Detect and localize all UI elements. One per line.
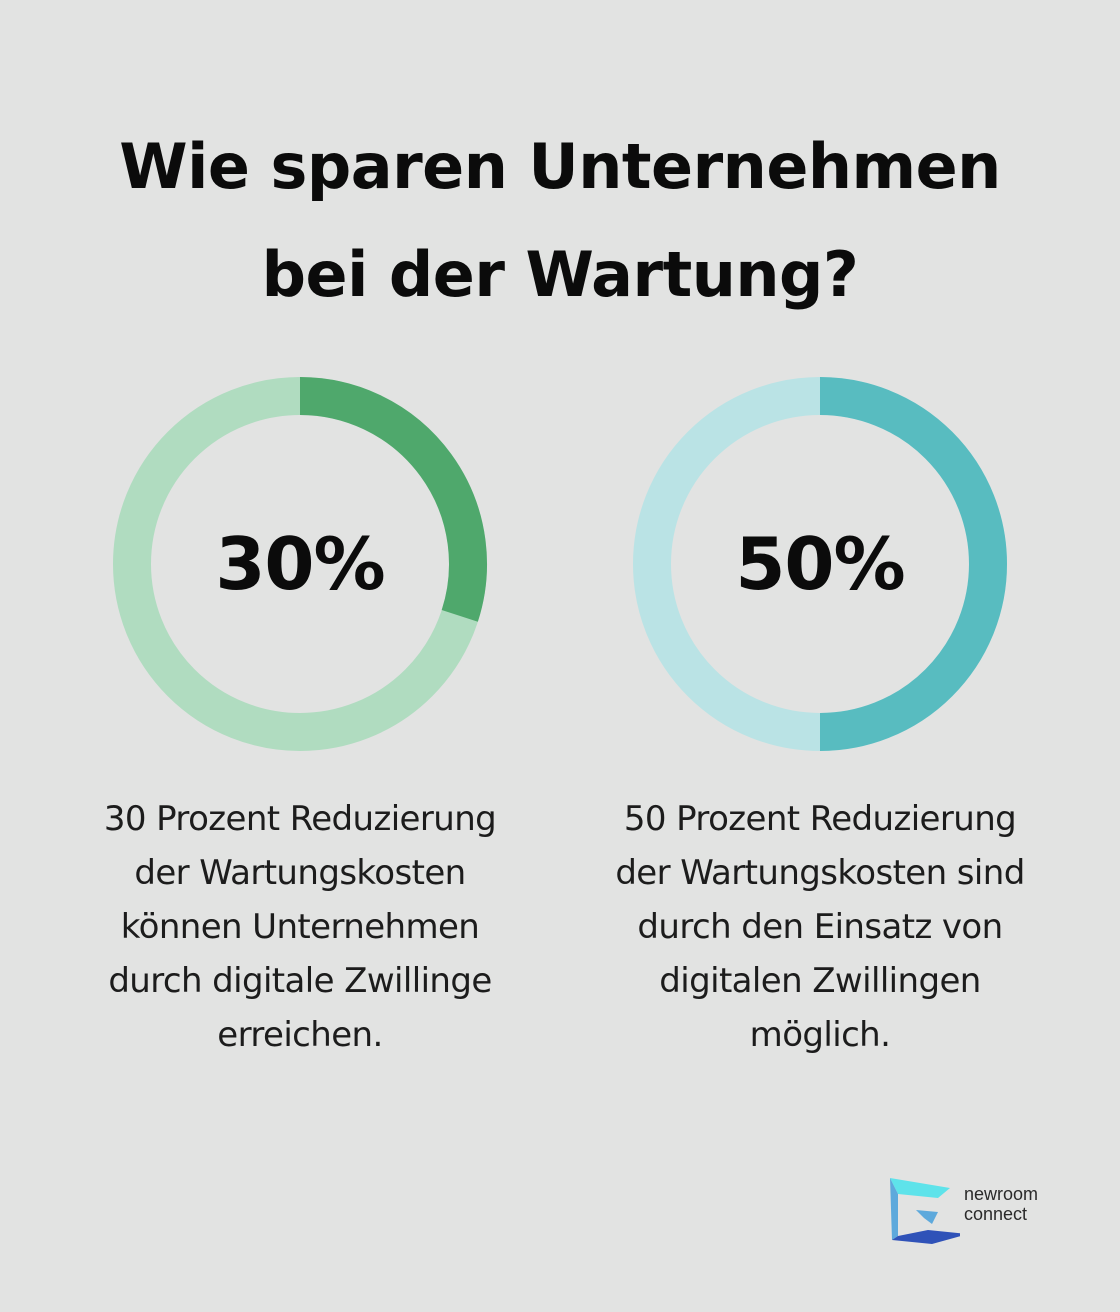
caption-line: der Wartungskosten <box>134 853 466 893</box>
donut-chart-50: 50% <box>630 374 1010 754</box>
newroom-connect-logo-icon <box>890 1178 960 1244</box>
caption-line: können Unternehmen <box>120 907 480 947</box>
caption-line: digitalen Zwillingen <box>659 961 981 1001</box>
page-title-line-1: Wie sparen Unternehmen <box>119 130 1001 203</box>
donut-value-label-30: 30% <box>215 522 385 606</box>
caption-line: durch den Einsatz von <box>637 907 1003 947</box>
caption-line: möglich. <box>749 1015 891 1055</box>
brand-line-1: newroom <box>964 1184 1039 1204</box>
brand-wordmark: newroom connect <box>964 1184 1038 1224</box>
page-title: Wie sparen Unternehmen bei der Wartung? <box>60 113 1060 329</box>
donut-value-label-50: 50% <box>735 522 905 606</box>
brand-line-2: connect <box>964 1204 1028 1224</box>
stat-card-maintenance-savings-50: 50% 50 Prozent Reduzierung der Wartungsk… <box>600 374 1040 1062</box>
caption-line: durch digitale Zwillinge <box>108 961 492 1001</box>
page-title-line-2: bei der Wartung? <box>261 238 859 311</box>
caption-line: erreichen. <box>217 1015 383 1055</box>
caption-line: der Wartungskosten sind <box>615 853 1025 893</box>
donut-segment-30 <box>299 377 487 622</box>
stat-caption-30: 30 Prozent Reduzierung der Wartungskoste… <box>80 792 520 1062</box>
donut-chart-50-svg <box>633 377 1007 751</box>
donut-segment-50 <box>819 377 1007 751</box>
donut-chart-30-svg <box>113 377 487 751</box>
stat-card-maintenance-savings-30: 30% 30 Prozent Reduzierung der Wartungsk… <box>80 374 520 1062</box>
caption-line: 50 Prozent Reduzierung <box>623 799 1017 839</box>
caption-line: 30 Prozent Reduzierung <box>103 799 497 839</box>
donut-chart-30: 30% <box>110 374 490 754</box>
brand-logo: newroom connect <box>888 1174 1068 1246</box>
stat-caption-50: 50 Prozent Reduzierung der Wartungskoste… <box>600 792 1040 1062</box>
